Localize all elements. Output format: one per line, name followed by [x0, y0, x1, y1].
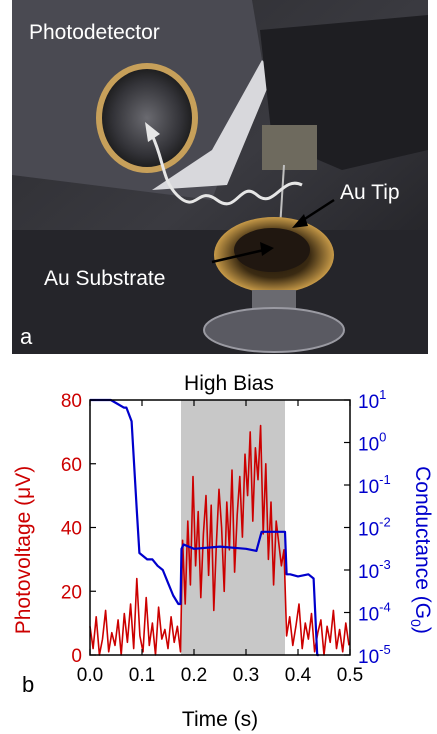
- x-tick-label: 0.0: [77, 665, 103, 686]
- y-tick-label-left: 80: [61, 391, 82, 412]
- y2-label-end: ): [411, 627, 434, 634]
- light-wave-arrowhead: [145, 122, 160, 142]
- high-bias-chart: High Bias 0.0 0.1 0.2 0.3 0.4 0.5 0 20 40 60 80 101…: [12, 372, 434, 731]
- y-tick-label-right: 10-3: [358, 557, 391, 583]
- tip-holder-face: [262, 125, 317, 170]
- au-substrate-label: Au Substrate: [44, 267, 165, 290]
- x-tick-label: 0.4: [285, 665, 312, 686]
- photodetector-label: Photodetector: [29, 21, 160, 44]
- y-tick-label-left: 40: [61, 519, 82, 540]
- x-tick-label: 0.1: [129, 665, 155, 686]
- y-tick-label-right: 10-5: [358, 642, 391, 668]
- y-tick-label-left: 20: [61, 582, 82, 603]
- light-wave-icon: [150, 134, 303, 206]
- y2-label-main: Conductance (G: [411, 466, 434, 619]
- y-tick-label-left: 0: [71, 646, 82, 667]
- y-tick-label-left: 60: [61, 455, 82, 476]
- conductance-series-line: [90, 398, 319, 657]
- plot-area: 0.0 0.1 0.2 0.3 0.4 0.5 0 20 40 60 80 101 100 10-1 10-…: [61, 387, 391, 686]
- setup-photograph: Photodetector Au Tip Au Substrate a: [12, 0, 428, 354]
- y2-label-sub: 0: [408, 619, 424, 627]
- y-axis-label-right: Conductance (G0): [408, 466, 434, 634]
- y-tick-label-right: 100: [358, 430, 386, 456]
- au-substrate-disk: [234, 228, 310, 272]
- panel-b-label: b: [22, 672, 34, 697]
- au-tip-label: Au Tip: [340, 181, 400, 204]
- x-tick-label: 0.2: [181, 665, 207, 686]
- au-tip-arrow: [299, 198, 335, 224]
- x-tick-label: 0.5: [337, 665, 363, 686]
- photovoltage-series-line: [89, 424, 350, 656]
- photodetector-window: [96, 63, 198, 173]
- au-substrate-arrow: [211, 248, 265, 264]
- metal-plate: [152, 60, 274, 190]
- x-tick-label: 0.3: [233, 665, 259, 686]
- y-tick-label-right: 10-4: [358, 600, 391, 626]
- au-substrate-arrowhead: [260, 242, 274, 256]
- y-axis-label-left: Photovoltage (μV): [12, 466, 35, 635]
- base-plate: [203, 307, 345, 353]
- y-tick-label-right: 10-2: [358, 515, 391, 541]
- panel-a-label: a: [20, 324, 33, 349]
- chart-title: High Bias: [184, 372, 274, 395]
- y-tick-label-right: 101: [358, 387, 386, 413]
- au-tip-arrowhead: [292, 214, 308, 228]
- y-tick-label-right: 10-1: [358, 472, 391, 498]
- x-axis-label: Time (s): [182, 708, 258, 731]
